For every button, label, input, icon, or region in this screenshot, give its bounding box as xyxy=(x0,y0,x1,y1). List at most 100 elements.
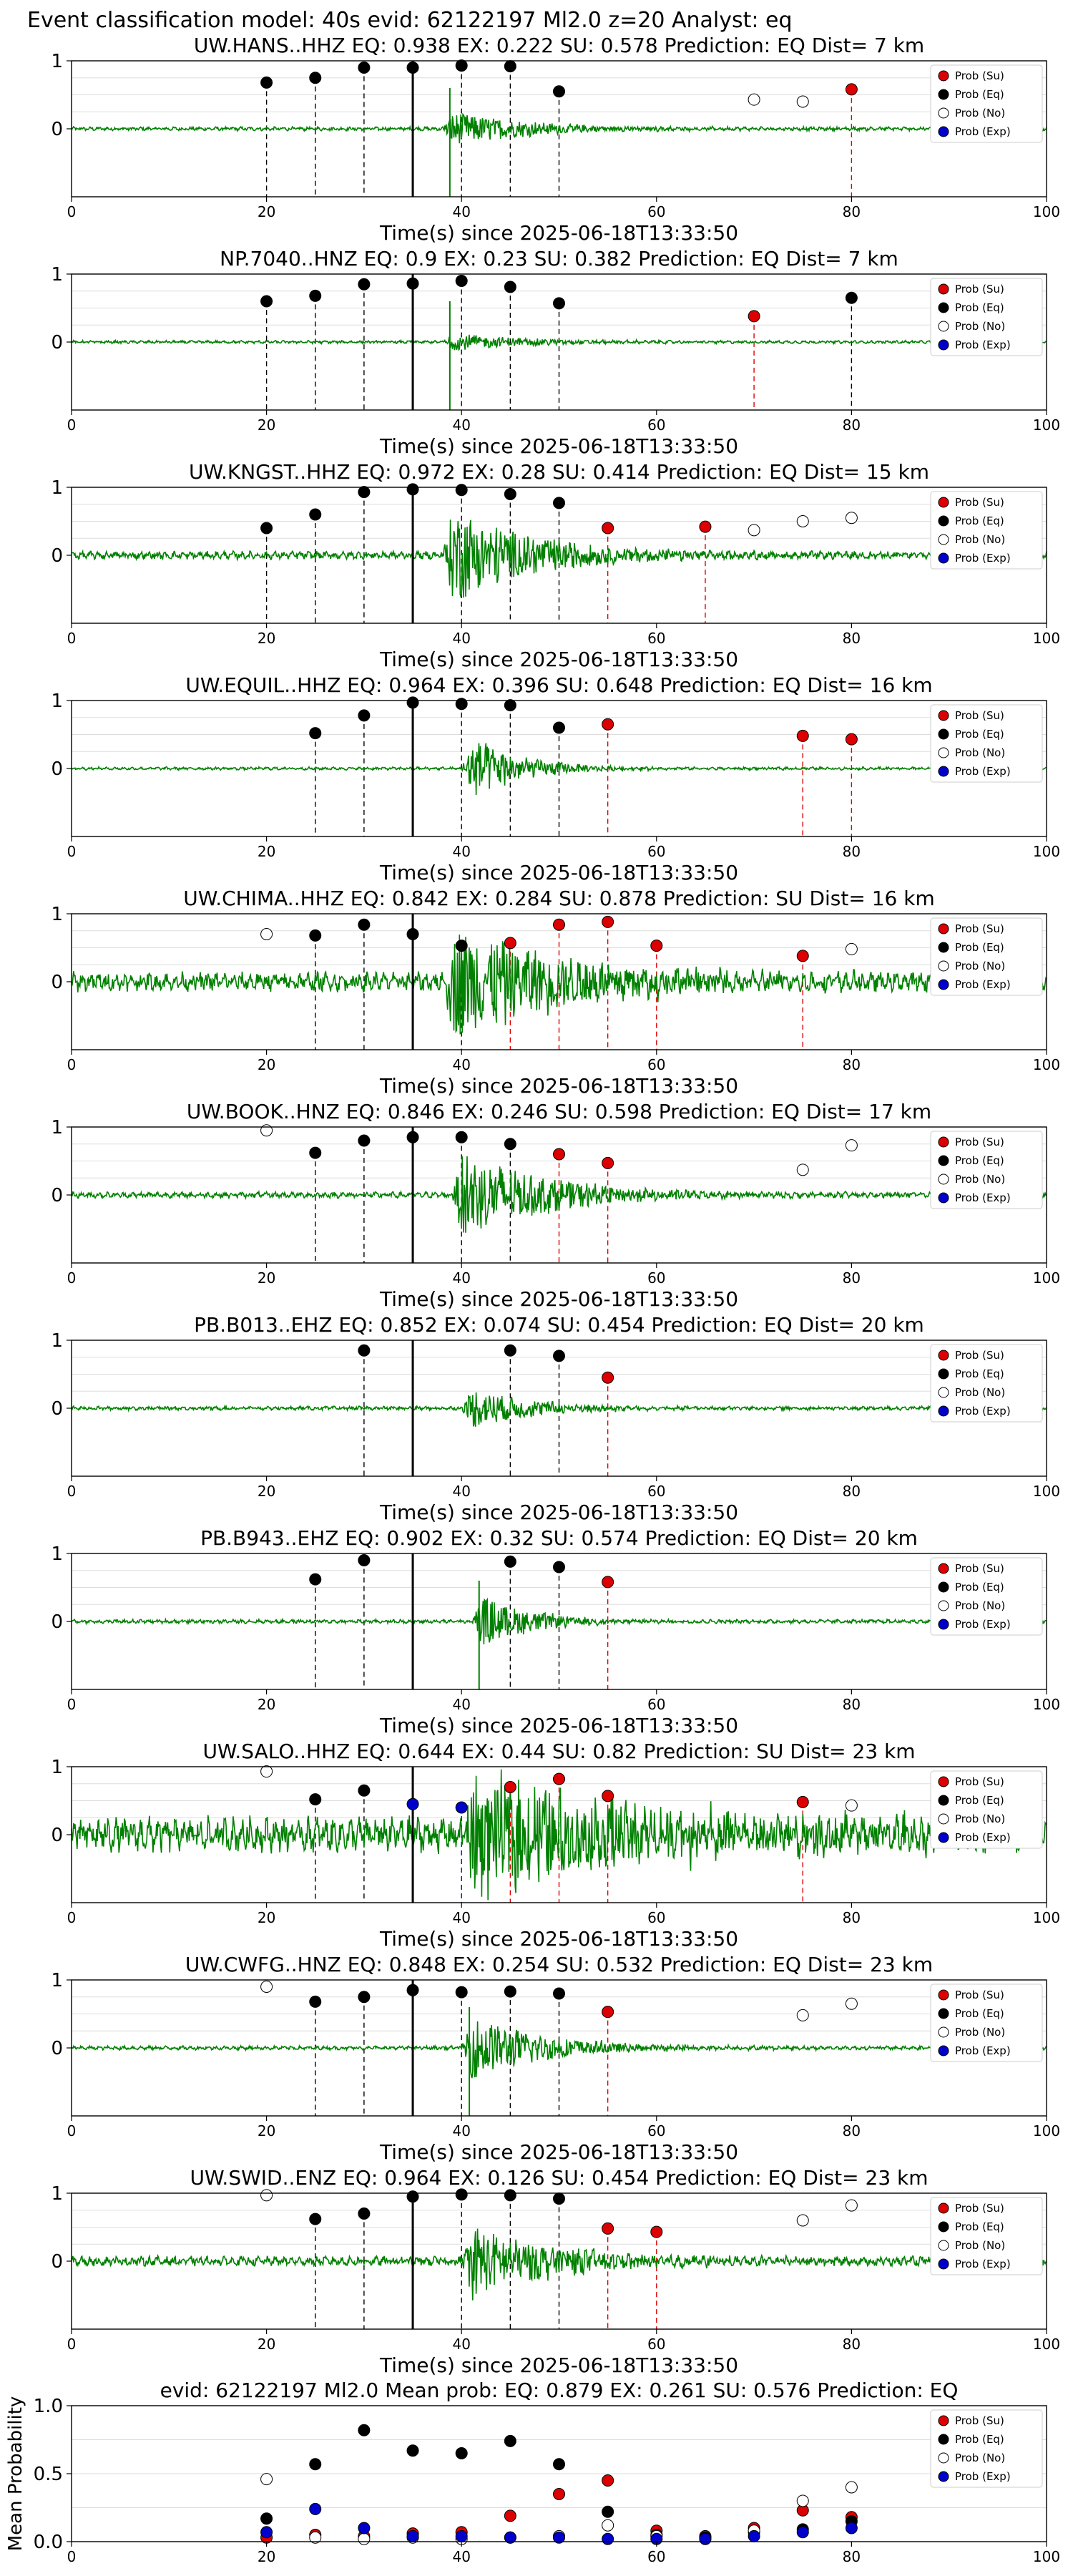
y-tick-label: 0.5 xyxy=(34,2464,63,2485)
mean-point-exp xyxy=(699,2532,712,2545)
prob-point-eq xyxy=(358,278,371,291)
prob-point-eq xyxy=(455,484,468,497)
legend-label-eq: Prob (Eq) xyxy=(955,728,1004,741)
prob-point-eq xyxy=(358,1134,371,1147)
legend-label-exp: Prob (Exp) xyxy=(955,1618,1011,1631)
legend-label-exp: Prob (Exp) xyxy=(955,978,1011,991)
legend-label-eq: Prob (Eq) xyxy=(955,1794,1004,1807)
x-tick-label: 80 xyxy=(843,2336,861,2353)
x-axis-label: Time(s) since 2025-06-18T13:33:50 xyxy=(379,648,738,671)
x-axis-label: Time(s) since 2025-06-18T13:33:50 xyxy=(379,434,738,458)
legend-label-su: Prob (Su) xyxy=(955,1349,1004,1362)
y-tick-label: 1 xyxy=(51,1757,63,1778)
prob-point-eq xyxy=(260,295,273,308)
x-tick-label: 0 xyxy=(67,416,77,434)
panel-title: UW.SWID..ENZ EQ: 0.964 EX: 0.126 SU: 0.4… xyxy=(190,2166,928,2190)
legend-marker-su xyxy=(938,283,949,295)
prob-point-su xyxy=(699,520,712,533)
prob-point-no xyxy=(845,1139,858,1152)
prob-point-exp xyxy=(406,1797,419,1810)
panel-title: PB.B013..EHZ EQ: 0.852 EX: 0.074 SU: 0.4… xyxy=(194,1313,924,1337)
x-tick-label: 40 xyxy=(452,2336,470,2353)
x-tick-label: 80 xyxy=(843,2122,861,2140)
station-panel-2: UW.KNGST..HHZ EQ: 0.972 EX: 0.28 SU: 0.4… xyxy=(51,460,1060,671)
waveform-trace xyxy=(71,2021,1047,2079)
y-tick-label: 1 xyxy=(51,691,63,712)
legend-label-su: Prob (Su) xyxy=(955,2202,1004,2215)
panel-title: UW.BOOK..HNZ EQ: 0.846 EX: 0.246 SU: 0.5… xyxy=(187,1100,931,1123)
prob-point-su xyxy=(602,1790,614,1802)
station-panel-10: UW.SWID..ENZ EQ: 0.964 EX: 0.126 SU: 0.4… xyxy=(51,2166,1060,2377)
mean-point-exp xyxy=(406,2529,419,2542)
x-tick-label: 0 xyxy=(67,203,77,220)
prob-point-eq xyxy=(406,483,419,496)
legend-label-su: Prob (Su) xyxy=(955,283,1004,296)
legend-box xyxy=(930,1984,1043,2062)
mean-point-eq xyxy=(504,2434,516,2447)
x-tick-label: 80 xyxy=(843,1483,861,1500)
prob-point-no xyxy=(796,2009,809,2021)
legend-marker-su xyxy=(938,1989,949,2001)
x-tick-label: 60 xyxy=(647,1269,665,1287)
x-tick-label: 60 xyxy=(647,630,665,647)
legend-marker-eq xyxy=(938,728,949,740)
station-panel-8: UW.SALO..HHZ EQ: 0.644 EX: 0.44 SU: 0.82… xyxy=(51,1740,1060,1951)
legend-label-exp: Prob (Exp) xyxy=(955,1405,1011,1418)
legend-label-su: Prob (Su) xyxy=(955,922,1004,935)
prob-point-eq xyxy=(455,698,468,711)
y-tick-label: 0 xyxy=(51,332,63,353)
x-tick-label: 80 xyxy=(843,2548,861,2565)
legend-label-eq: Prob (Eq) xyxy=(955,88,1004,101)
prob-point-su xyxy=(504,937,516,950)
waveform-trace xyxy=(71,112,1047,144)
legend-marker-no xyxy=(938,321,949,332)
x-tick-label: 100 xyxy=(1033,416,1060,434)
legend-marker-eq xyxy=(938,1368,949,1380)
legend-marker-su xyxy=(938,2415,949,2426)
prob-point-eq xyxy=(358,486,371,499)
x-tick-label: 0 xyxy=(67,1696,77,1713)
x-tick-label: 40 xyxy=(452,1056,470,1073)
prob-point-eq xyxy=(406,928,419,940)
legend-label-eq: Prob (Eq) xyxy=(955,301,1004,314)
prob-point-eq xyxy=(504,1985,516,1998)
legend-marker-eq xyxy=(938,1155,949,1166)
legend-label-su: Prob (Su) xyxy=(955,69,1004,82)
prob-point-eq xyxy=(358,709,371,722)
legend-label-su: Prob (Su) xyxy=(955,709,1004,722)
legend-label-no: Prob (No) xyxy=(955,2451,1005,2464)
prob-point-su xyxy=(602,1576,614,1589)
prob-point-su xyxy=(845,83,858,96)
prob-point-no xyxy=(260,1981,273,1993)
legend-label-no: Prob (No) xyxy=(955,746,1005,759)
prob-point-eq xyxy=(553,1561,565,1574)
prob-point-su xyxy=(650,2225,663,2238)
legend-box xyxy=(930,491,1043,570)
legend-label-exp: Prob (Exp) xyxy=(955,765,1011,778)
legend-label-eq: Prob (Eq) xyxy=(955,1581,1004,1594)
x-tick-label: 60 xyxy=(647,1696,665,1713)
prob-point-no xyxy=(845,512,858,525)
x-tick-label: 0 xyxy=(67,1269,77,1287)
y-tick-label: 1 xyxy=(51,1330,63,1352)
legend-label-su: Prob (Su) xyxy=(955,1562,1004,1575)
x-tick-label: 0 xyxy=(67,1483,77,1500)
panel-title: PB.B943..EHZ EQ: 0.902 EX: 0.32 SU: 0.57… xyxy=(200,1526,918,1550)
x-tick-label: 100 xyxy=(1033,1909,1060,1926)
station-panel-3: UW.EQUIL..HHZ EQ: 0.964 EX: 0.396 SU: 0.… xyxy=(51,673,1060,884)
prob-point-eq xyxy=(358,1991,371,2004)
x-tick-label: 100 xyxy=(1033,1696,1060,1713)
x-tick-label: 40 xyxy=(452,2122,470,2140)
prob-point-eq xyxy=(406,1984,419,1996)
panels-container: UW.HANS..HHZ EQ: 0.938 EX: 0.222 SU: 0.5… xyxy=(5,34,1060,2565)
legend-marker-no xyxy=(938,1387,949,1398)
x-tick-label: 60 xyxy=(647,2122,665,2140)
legend-label-no: Prob (No) xyxy=(955,107,1005,119)
prob-point-eq xyxy=(455,275,468,287)
y-tick-label: 0 xyxy=(51,545,63,567)
prob-point-eq xyxy=(455,1986,468,1999)
x-tick-label: 0 xyxy=(67,2548,77,2565)
prob-point-eq xyxy=(358,62,371,74)
x-tick-label: 80 xyxy=(843,416,861,434)
panel-title: UW.CHIMA..HHZ EQ: 0.842 EX: 0.284 SU: 0.… xyxy=(183,887,934,910)
